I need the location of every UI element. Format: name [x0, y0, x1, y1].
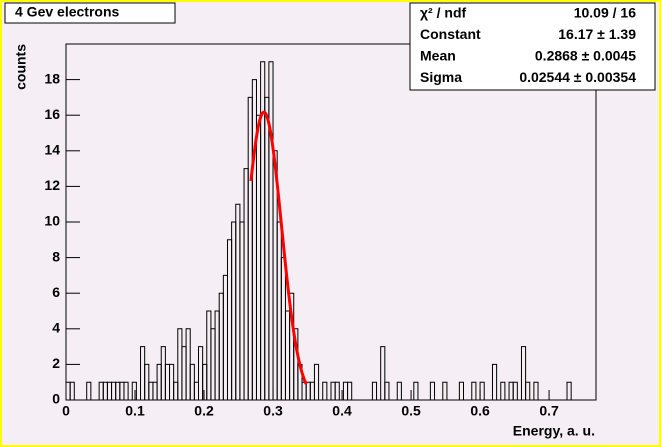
stats-value: 0.02544 ± 0.00354	[519, 69, 636, 85]
fit-curve	[249, 110, 308, 385]
stats-box	[409, 2, 656, 91]
bar	[322, 381, 328, 400]
chart-title: 4 Gev electrons	[15, 4, 119, 20]
stats-name: Sigma	[420, 69, 462, 85]
bar	[384, 381, 390, 400]
y-tick-label: 14	[44, 142, 60, 158]
title-box	[4, 2, 176, 24]
x-tick-label: 0.4	[332, 403, 352, 419]
bar	[525, 381, 531, 400]
stats-name: Constant	[420, 26, 481, 42]
x-tick-label: 0.3	[263, 403, 283, 419]
bar	[86, 381, 92, 400]
bar	[380, 346, 386, 400]
bar	[471, 381, 477, 400]
bar	[371, 381, 378, 400]
y-tick-label: 0	[52, 391, 60, 407]
bar	[442, 381, 448, 400]
y-tick-label: 6	[52, 284, 60, 300]
x-tick-label: 0.6	[470, 403, 490, 419]
bar	[512, 381, 518, 400]
bar	[396, 381, 402, 400]
y-tick-label: 16	[44, 106, 60, 122]
x-tick-label: 0.1	[125, 403, 145, 419]
stats-value: 0.2868 ± 0.0045	[535, 48, 636, 64]
bar	[458, 381, 464, 400]
bar	[334, 381, 340, 400]
stats-value: 16.17 ± 1.39	[558, 26, 636, 42]
y-tick-label: 10	[44, 213, 60, 229]
bar	[533, 381, 539, 400]
x-tick-label: 0	[62, 403, 70, 419]
bar	[520, 346, 527, 400]
bar	[347, 381, 353, 400]
bar	[500, 381, 506, 400]
y-tick-label: 8	[52, 248, 60, 264]
bar	[479, 381, 485, 400]
y-tick-label: 4	[52, 320, 60, 336]
y-tick-label: 18	[44, 70, 60, 86]
stats-value: 10.09 / 16	[574, 5, 636, 21]
y-tick-label: 12	[44, 177, 60, 193]
bar	[491, 363, 498, 400]
bar	[566, 381, 572, 400]
x-axis-label: Energy, a. u.	[513, 423, 595, 439]
bar	[131, 381, 137, 400]
bar	[313, 363, 320, 400]
stats-name: χ² / ndf	[420, 5, 466, 21]
y-axis-label: counts	[13, 44, 29, 90]
bar	[123, 381, 129, 400]
bar	[429, 381, 436, 400]
stats-name: Mean	[420, 48, 456, 64]
bar	[413, 381, 419, 400]
x-tick-label: 0.2	[194, 403, 214, 419]
y-tick-label: 2	[52, 355, 60, 371]
x-tick-label: 0.7	[539, 403, 559, 419]
x-tick-label: 0.5	[401, 403, 421, 419]
bar	[69, 381, 75, 400]
